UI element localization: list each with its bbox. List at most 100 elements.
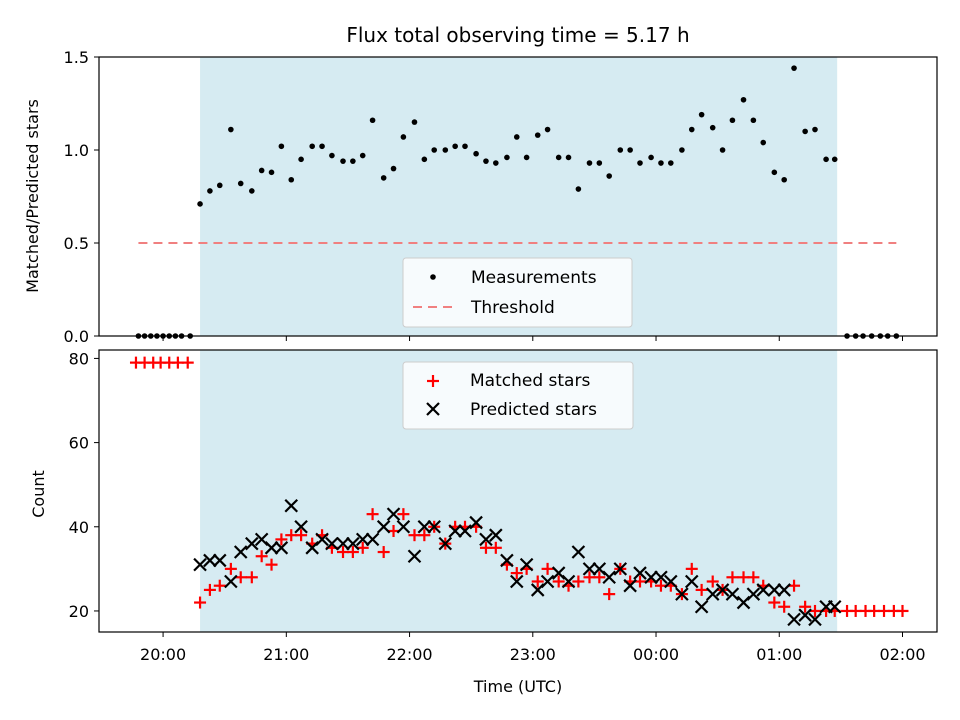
measurement-point bbox=[431, 147, 438, 153]
predicted-star-point bbox=[613, 562, 628, 576]
measurement-point bbox=[452, 143, 458, 150]
measurement-point bbox=[288, 176, 295, 183]
predicted-star-point bbox=[469, 515, 483, 530]
predicted-star-point bbox=[417, 519, 432, 534]
predicted-star-point bbox=[203, 553, 217, 568]
matched-star-point bbox=[768, 596, 781, 609]
measurement-point bbox=[197, 201, 203, 207]
matched-star-point bbox=[726, 571, 739, 584]
measurement-point bbox=[350, 158, 356, 164]
bottom-y-tick-label: 20 bbox=[69, 602, 89, 621]
predicted-star-point bbox=[294, 519, 308, 534]
top-y-tick-label: 1.5 bbox=[64, 48, 89, 67]
measurement-point bbox=[617, 147, 624, 153]
matched-star-point bbox=[572, 575, 585, 588]
matched-star-point bbox=[593, 571, 606, 584]
predicted-star-point bbox=[500, 553, 514, 568]
legend-predicted-stars: Predicted stars bbox=[470, 400, 597, 420]
top-panel: 0.0 0.5 1.0 1.5 Matched/Predicted stars Mea… bbox=[23, 48, 938, 346]
measurement-point bbox=[268, 169, 275, 176]
x-tick-label: 21:00 bbox=[263, 645, 309, 664]
measurement-point bbox=[319, 143, 325, 150]
measurement-point bbox=[698, 111, 705, 118]
matched-star-point bbox=[366, 508, 379, 521]
measurement-point bbox=[575, 186, 582, 192]
measurement-point bbox=[534, 132, 541, 138]
chart-title: Flux total observing time = 5.17 h bbox=[346, 23, 689, 47]
bottom-y-tick-label: 80 bbox=[69, 349, 89, 368]
measurement-point bbox=[369, 117, 376, 124]
predicted-star-point bbox=[715, 583, 730, 597]
measurement-point bbox=[750, 117, 757, 124]
matched-star-point bbox=[387, 524, 400, 537]
matched-star-point bbox=[603, 588, 616, 601]
top-y-tick-label: 1.0 bbox=[64, 141, 89, 160]
predicted-star-point bbox=[355, 532, 370, 547]
bottom-panel: 20:00 21:00 22:00 23:00 00:00 01:00 02:00 20 40 6… bbox=[29, 349, 938, 664]
measurement-point bbox=[719, 147, 726, 153]
measurement-point bbox=[473, 150, 479, 157]
measurement-point bbox=[359, 152, 366, 159]
predicted-star-point bbox=[386, 507, 401, 521]
measurement-point bbox=[648, 154, 654, 161]
measurement-point bbox=[442, 147, 449, 153]
predicted-star-point bbox=[284, 498, 299, 513]
measurement-point bbox=[771, 169, 778, 176]
matched-star-point bbox=[552, 575, 565, 588]
measurement-point bbox=[831, 156, 838, 163]
matched-star-point bbox=[695, 583, 708, 596]
matched-star-point bbox=[510, 567, 523, 580]
matched-star-point bbox=[896, 604, 909, 617]
matched-star-point bbox=[634, 575, 647, 588]
measurement-point bbox=[228, 126, 234, 133]
bottom-y-tick-label: 40 bbox=[69, 518, 89, 537]
measurement-point bbox=[586, 160, 593, 166]
measurement-point bbox=[278, 143, 285, 150]
matched-star-point bbox=[541, 562, 554, 575]
predicted-star-point bbox=[664, 574, 678, 589]
measurement-point bbox=[249, 188, 255, 194]
x-tick-label: 23:00 bbox=[510, 645, 556, 664]
measurement-point bbox=[390, 165, 397, 172]
matched-star-point bbox=[799, 600, 812, 613]
predicted-star-point bbox=[756, 583, 771, 597]
matched-star-point bbox=[489, 541, 502, 554]
measurement-point bbox=[544, 126, 551, 133]
predicted-star-point bbox=[427, 519, 441, 534]
matched-star-point bbox=[778, 600, 791, 613]
predicted-star-point bbox=[193, 557, 207, 572]
predicted-star-point bbox=[571, 545, 586, 559]
measurement-point bbox=[400, 134, 407, 140]
measurement-point bbox=[462, 143, 468, 150]
bottom-ylabel: Count bbox=[29, 470, 48, 518]
measurement-point bbox=[493, 160, 499, 166]
predicted-star-point bbox=[376, 519, 391, 534]
x-tick-label: 02:00 bbox=[879, 645, 925, 664]
predicted-star-point bbox=[274, 541, 289, 555]
predicted-star-point bbox=[644, 570, 658, 585]
matched-star-point bbox=[747, 571, 760, 584]
measurement-point bbox=[637, 160, 643, 166]
predicted-star-point bbox=[777, 583, 791, 597]
predicted-star-point bbox=[582, 562, 597, 576]
measurement-point bbox=[380, 175, 387, 181]
measurement-point bbox=[688, 126, 695, 133]
predicted-star-point bbox=[767, 583, 782, 597]
measurement-point bbox=[760, 139, 767, 146]
predicted-star-point bbox=[365, 532, 380, 547]
predicted-star-point bbox=[448, 524, 462, 538]
legend-threshold: Threshold bbox=[470, 298, 555, 318]
matched-star-point bbox=[245, 571, 258, 584]
matched-star-point bbox=[255, 550, 268, 563]
measurement-point bbox=[679, 147, 685, 153]
bottom-legend: Matched stars Predicted stars bbox=[402, 361, 634, 430]
measurement-point bbox=[298, 156, 304, 163]
predicted-star-point bbox=[315, 532, 329, 547]
predicted-star-point bbox=[684, 574, 699, 589]
top-plot-frame bbox=[98, 56, 938, 337]
measurement-point bbox=[504, 154, 510, 161]
predicted-star-point bbox=[479, 532, 493, 547]
matched-star-point bbox=[356, 541, 369, 554]
measurement-point bbox=[709, 124, 716, 131]
